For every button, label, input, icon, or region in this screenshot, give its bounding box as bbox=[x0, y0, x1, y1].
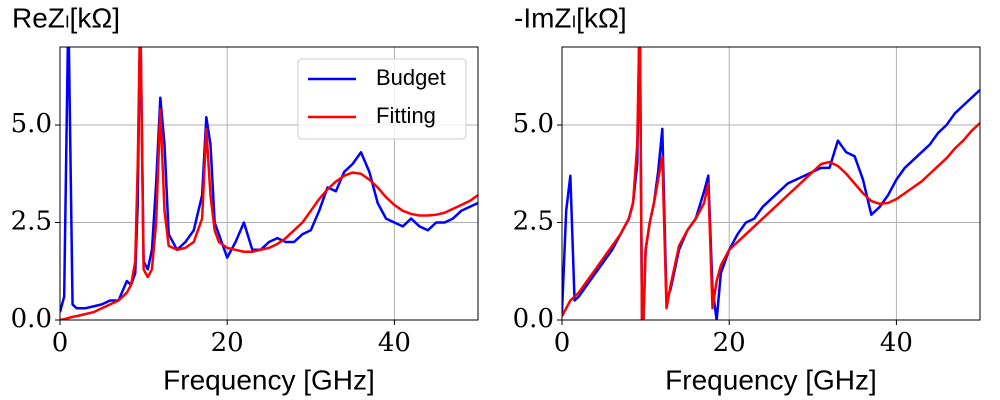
y-tick-label: 5.0 bbox=[513, 109, 554, 139]
plot-frame bbox=[561, 46, 981, 321]
chart-title: -ImZₗ[kΩ] bbox=[514, 2, 627, 33]
legend-label: Budget bbox=[376, 65, 446, 90]
y-tick-label: 2.5 bbox=[513, 207, 554, 237]
chart-title: ReZₗ[kΩ] bbox=[12, 2, 120, 33]
legend-label: Fitting bbox=[376, 103, 436, 128]
x-tick-label: 20 bbox=[713, 328, 746, 358]
series-line bbox=[562, 47, 980, 320]
x-tick-label: 20 bbox=[211, 328, 244, 358]
y-tick-label: 0.0 bbox=[11, 304, 52, 334]
x-axis-label: Frequency [GHz] bbox=[163, 364, 375, 395]
series-line bbox=[60, 47, 478, 320]
series-line bbox=[60, 47, 478, 313]
x-tick-label: 0 bbox=[52, 328, 69, 358]
plot-frame bbox=[59, 46, 479, 321]
y-tick-label: 2.5 bbox=[11, 207, 52, 237]
subplot: ReZₗ[kΩ] 0 20 40 0.0 2.5 5.0 Frequency [GHz] Bud… bbox=[11, 2, 479, 395]
x-tick-label: 40 bbox=[378, 328, 411, 358]
x-tick-label: 0 bbox=[554, 328, 571, 358]
subplot: -ImZₗ[kΩ] 0 20 40 0.0 2.5 5.0 Frequency [GHz] bbox=[513, 2, 981, 395]
x-tick-label: 40 bbox=[880, 328, 913, 358]
y-tick-label: 0.0 bbox=[513, 304, 554, 334]
legend: Budget Fitting bbox=[297, 58, 467, 140]
y-tick-label: 5.0 bbox=[11, 109, 52, 139]
x-axis-label: Frequency [GHz] bbox=[665, 364, 877, 395]
